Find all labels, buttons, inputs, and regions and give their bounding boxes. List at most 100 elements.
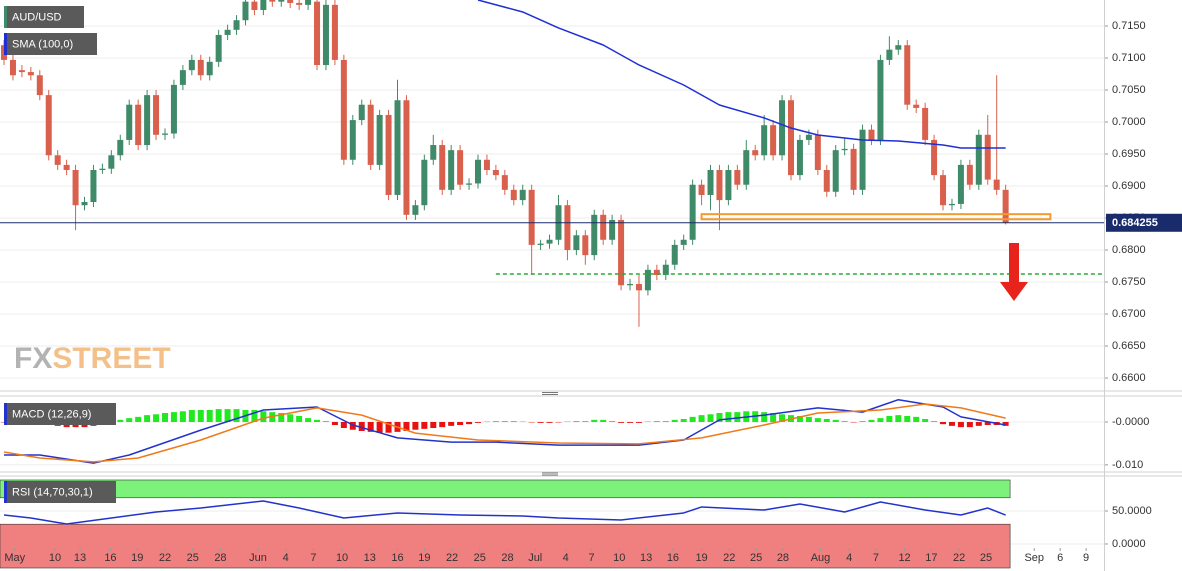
macd-histogram-bar: [618, 422, 625, 423]
candle-body: [18, 70, 25, 73]
candle-body: [9, 59, 16, 76]
candle-body: [430, 145, 437, 160]
y-tick-label: 0.6600: [1112, 372, 1146, 384]
down-arrow: [1000, 243, 1028, 301]
x-tick-label: 7: [310, 552, 316, 564]
candle-body: [483, 159, 490, 171]
candle-body: [385, 114, 392, 195]
panel-frame: [0, 398, 1104, 470]
legend-box[interactable]: [4, 33, 97, 55]
indicator-line: [4, 398, 1006, 464]
macd-histogram-bar: [796, 416, 803, 422]
macd-histogram-bar: [895, 415, 902, 422]
x-tick-label: 10: [613, 552, 625, 564]
candle-body: [671, 244, 678, 265]
candle-body: [734, 170, 741, 185]
candle-body: [161, 133, 168, 135]
macd-histogram-bar: [492, 421, 499, 422]
x-tick-label: Jun: [249, 552, 267, 564]
macd-histogram-bar: [412, 422, 419, 430]
candle-body: [63, 164, 70, 171]
macd-histogram-bar: [278, 413, 285, 422]
candle-body: [287, 0, 294, 3]
macd-histogram-bar: [975, 422, 982, 426]
y-tick-label: -0.0000: [1112, 416, 1149, 428]
grip[interactable]: [542, 472, 558, 476]
candle-body: [761, 125, 768, 156]
macd-histogram-bar: [439, 422, 446, 428]
candle-body: [90, 170, 97, 203]
candle-body: [850, 148, 857, 190]
candle-body: [957, 164, 964, 204]
x-tick-label: 22: [159, 552, 171, 564]
candle-body: [680, 239, 687, 245]
indicator-line: [3, 500, 1006, 525]
candle-body: [662, 264, 669, 275]
oversold-band: [0, 523, 1011, 569]
x-tick-label: May: [4, 552, 25, 564]
grip[interactable]: [542, 392, 558, 395]
candle-body: [170, 84, 177, 134]
candle-body: [322, 4, 329, 66]
legend-box[interactable]: [4, 481, 116, 503]
candle-body: [54, 155, 61, 165]
y-tick-label: 0.0000: [1112, 538, 1146, 550]
macd-histogram-bar: [948, 422, 955, 426]
candle-body: [439, 145, 446, 190]
macd-histogram-bar: [376, 422, 383, 433]
candle-body: [305, 0, 312, 5]
macd-histogram-bar: [653, 421, 660, 422]
legend-box[interactable]: [4, 6, 84, 28]
candle-body: [859, 129, 866, 190]
macd-histogram-bar: [466, 422, 473, 425]
macd-histogram-bar: [770, 413, 777, 422]
candle-body: [1002, 189, 1009, 223]
candle-body: [501, 175, 508, 190]
macd-histogram-bar: [430, 422, 437, 428]
candle-body: [877, 59, 884, 140]
candle-body: [466, 183, 473, 185]
macd-histogram-bar: [260, 411, 267, 422]
candle-body: [126, 104, 133, 140]
candle-body: [689, 184, 696, 240]
candle-body: [975, 134, 982, 185]
panel-frame: [0, 0, 1104, 390]
macd-histogram-bar: [135, 416, 142, 422]
candle-body: [403, 100, 410, 215]
x-tick-label: 10: [49, 552, 61, 564]
x-tick-label: 17: [925, 552, 937, 564]
y-tick-label: 0.7150: [1112, 20, 1146, 32]
candle-body: [278, 0, 285, 2]
macd-histogram-bar: [215, 409, 222, 422]
y-tick-label: 0.6650: [1112, 340, 1146, 352]
legend-swatch: [4, 481, 7, 503]
candle-body: [895, 45, 902, 50]
candle-body: [618, 219, 625, 286]
candle-body: [591, 214, 598, 256]
candle-body: [474, 159, 481, 184]
candle-body: [260, 0, 267, 10]
candle-body: [707, 170, 714, 195]
macd-histogram-bar: [251, 410, 258, 422]
x-tick-label: 28: [214, 552, 226, 564]
legend-sma: SMA (100,0): [12, 38, 73, 50]
macd-histogram-bar: [957, 422, 964, 428]
candle-body: [153, 95, 160, 135]
x-tick-label: 4: [846, 552, 852, 564]
macd-histogram-bar: [117, 419, 124, 422]
legend-box[interactable]: [4, 403, 116, 425]
candle-body: [948, 203, 955, 206]
candle-body: [868, 129, 875, 140]
macd-histogram-bar: [573, 421, 580, 422]
candle-body: [993, 179, 1000, 190]
macd-histogram-bar: [224, 409, 231, 422]
macd-histogram-bar: [734, 412, 741, 422]
x-tick-label: 16: [104, 552, 116, 564]
macd-histogram-bar: [367, 422, 374, 432]
candle-body: [188, 59, 195, 71]
x-tick-label: 22: [723, 552, 735, 564]
candle-body: [779, 100, 786, 156]
macd-histogram-bar: [1002, 422, 1009, 426]
macd-histogram-bar: [779, 414, 786, 422]
candle-body: [564, 205, 571, 251]
